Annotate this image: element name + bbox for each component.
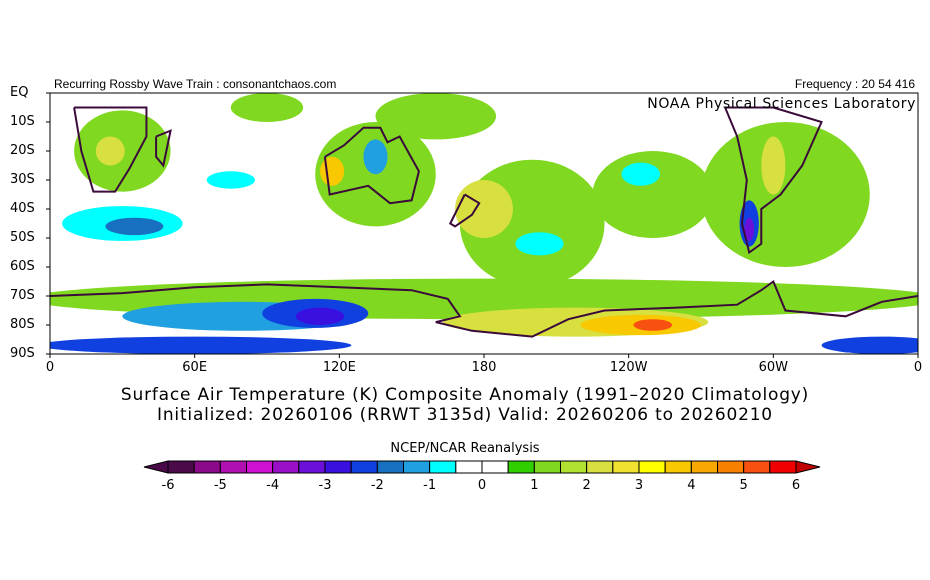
colorbar-swatch [429,460,457,474]
colorbar-swatch [272,460,300,474]
colorbar-tick-label: 5 [739,478,748,493]
colorbar-swatch [690,460,718,474]
colorbar-tick-label: -3 [318,478,332,493]
colorbar-swatch [717,460,745,474]
header-frequency-text: Frequency : 20 54 416 [794,77,915,91]
x-tick-label: 120E [322,360,356,375]
colorbar-swatch [769,460,797,474]
anomaly-region-10 [761,136,786,195]
x-tick-label: 120W [609,360,648,375]
y-tick-label: 80S [10,317,35,332]
coastline-new-zealand [448,193,481,228]
colorbar-swatch [612,460,640,474]
y-tick-label: 70S [10,288,35,303]
coastline-africa [73,106,148,193]
anomaly-region-5 [701,122,870,267]
anomaly-region-13 [633,319,673,331]
colorbar-swatch [481,460,509,474]
x-tick-label: 0 [913,360,923,375]
colorbar-tick-label: -2 [370,478,384,493]
x-tick-label: 0 [45,360,55,375]
header-left-text: Recurring Rossby Wave Train : consonantc… [54,77,337,91]
colorbar-tick-label: -5 [213,478,227,493]
coastline-antarctica [50,279,918,338]
anomaly-region-17 [206,171,255,189]
colorbar-swatch [376,460,405,474]
colorbar-under-triangle [143,460,169,474]
colorbar-tick-label: -1 [423,478,437,493]
colorbar-swatch [638,460,666,474]
colorbar-swatch [403,460,431,474]
colorbar-swatch [350,460,378,474]
coastline-south-america [724,106,823,255]
colorbar-swatch [324,460,352,474]
y-tick-label: 50S [10,230,35,245]
colorbar-tick-label: 1 [530,478,539,493]
colorbar-tick-label: 0 [477,478,487,493]
colorbar-swatch [298,460,326,474]
y-tick-label: 10S [10,114,35,129]
anomaly-region-27 [744,217,755,241]
anomaly-region-25 [821,336,918,354]
anomaly-region-19 [515,232,564,256]
colorbar-swatch [246,460,274,474]
anomaly-region-7 [230,93,304,122]
x-tick-label: 60W [758,360,789,375]
colorbar-over-triangle [795,460,821,474]
colorbar-tick-label: 2 [582,478,591,493]
anomaly-region-6 [375,93,497,140]
anomaly-region-23 [295,307,345,325]
lab-label: NOAA Physical Sciences Laboratory [647,96,916,112]
y-tick-label: 20S [10,143,35,158]
colorbar-swatch [167,460,195,474]
colorbar-swatch [507,460,535,474]
chart-subtitle: Initialized: 20260106 (RRWT 3135d) Valid… [157,405,773,425]
anomaly-region-4 [592,151,714,238]
y-tick-label: 60S [10,259,35,274]
x-tick-label: 180 [471,360,497,375]
colorbar-tick-label: -4 [266,478,280,493]
y-tick-label: 30S [10,172,35,187]
anomaly-region-14 [320,156,345,186]
anomaly-region-9 [95,136,125,166]
colorbar-swatch [586,460,614,474]
chart-title: Surface Air Temperature (K) Composite An… [120,385,810,405]
colorbar-swatch [743,460,771,474]
anomaly-region-18 [363,139,388,175]
anomaly-region-16 [105,217,164,236]
colorbar-swatch [193,460,221,474]
colorbar-swatch [664,460,692,474]
colorbar-swatch [219,460,247,474]
anomaly-region-20 [621,162,661,186]
colorbar-title: NCEP/NCAR Reanalysis [390,441,540,456]
colorbar-swatch [533,460,561,474]
colorbar-tick-label: 6 [791,478,801,493]
colorbar-tick-label: 3 [634,478,644,493]
y-tick-label: EQ [10,85,29,100]
colorbar-swatch [455,460,483,474]
anomaly-region-24 [50,336,352,354]
colorbar-tick-label: 4 [687,478,696,493]
coastline-australia [323,126,420,205]
y-tick-label: 40S [10,201,35,216]
colorbar-swatch [560,460,588,474]
coastline-madagascar [155,129,172,168]
x-tick-label: 60E [182,360,208,375]
colorbar-tick-label: -6 [161,478,175,493]
y-tick-label: 90S [10,346,35,361]
anomaly-region-8 [455,180,513,238]
